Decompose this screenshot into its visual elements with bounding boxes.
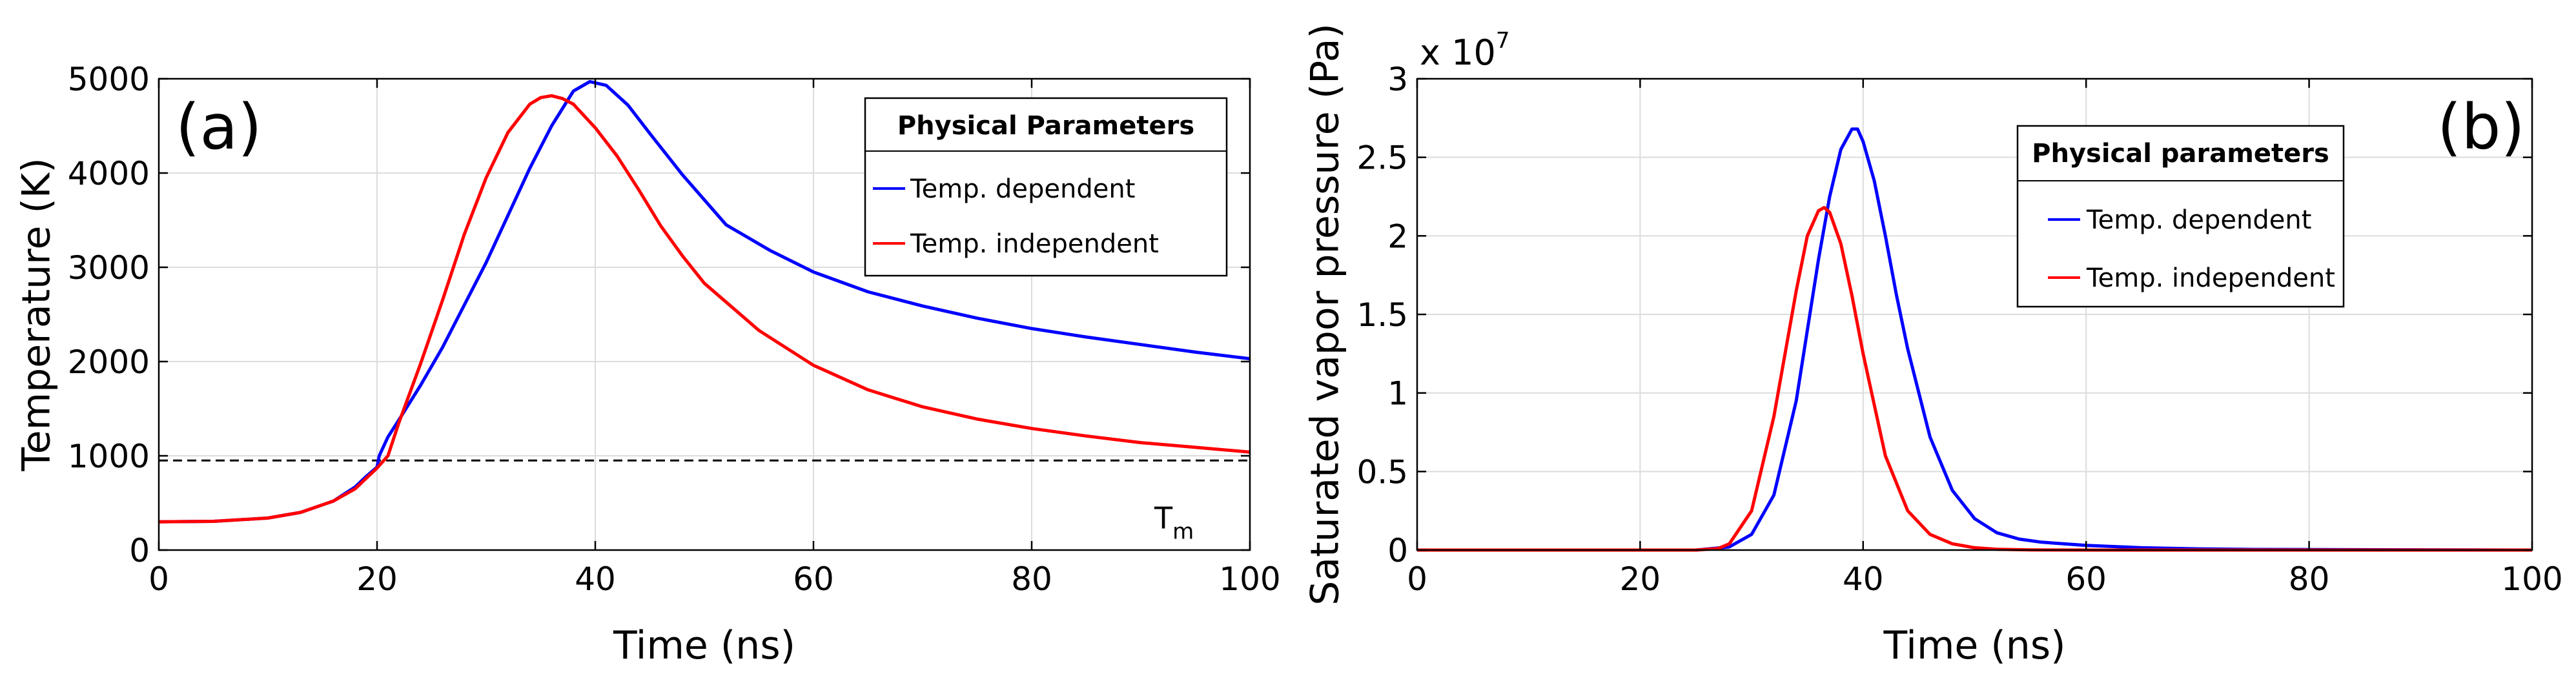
x-tick-label: 100	[1219, 560, 1280, 598]
chart-b-legend-title: Physical parameters	[2032, 139, 2329, 169]
series-line-temp-independent	[158, 94, 1251, 524]
x-tick-label: 0	[1407, 560, 1427, 598]
chart-a-legend-entry-temp-dependent: Temp. dependent	[910, 174, 1135, 204]
x-tick-label: 80	[2289, 560, 2330, 598]
y-tick-label: 2	[1387, 218, 1408, 255]
chart-a-x-axis-label: Time (ns)	[613, 623, 795, 668]
y-tick-label: 3	[1387, 61, 1408, 98]
y-tick-label: 1	[1387, 375, 1408, 413]
y-tick-label: 2.5	[1356, 139, 1408, 177]
x-tick-label: 40	[575, 560, 616, 598]
chart-a-legend-box	[864, 97, 1228, 277]
chart-b-y-axis-label: Saturated vapor pressure (Pa)	[1303, 23, 1348, 606]
x-tick-label: 60	[793, 560, 834, 598]
x-tick-label: 0	[148, 560, 169, 598]
chart-b-grid	[1417, 79, 2532, 550]
chart-a-legend-entry-temp-independent: Temp. independent	[910, 229, 1159, 259]
chart-b-legend-box	[2016, 125, 2345, 308]
chart-b-x-axis-label: Time (ns)	[1883, 623, 2065, 668]
series-line-temp-dependent	[1417, 127, 2533, 552]
chart-a-y-axis-label: Temperature (K)	[14, 158, 59, 471]
x-tick-label: 80	[1011, 560, 1052, 598]
chart-b-legend: Physical parameters Temp. dependent Temp…	[2016, 125, 2345, 308]
y-tick-label: 1000	[68, 438, 150, 475]
y-tick-label: 0	[129, 532, 150, 569]
y-tick-label: 4000	[68, 155, 150, 192]
y-tick-label: 1.5	[1356, 296, 1408, 334]
chart-b: 0 20 40 60 80 100 0 0.5 1 1.5 2 2.5 3 Time (ns) Satu…	[1303, 23, 2563, 668]
chart-a-legend-title: Physical Parameters	[897, 111, 1194, 141]
chart-b-series	[1417, 127, 2533, 552]
chart-b-ticks: 0 20 40 60 80 100 0 0.5 1 1.5 2 2.5 3	[1356, 61, 2562, 598]
chart-a-series	[158, 79, 1251, 524]
x-tick-label: 40	[1843, 560, 1884, 598]
y-tick-label: 3000	[68, 249, 150, 287]
x-tick-label: 20	[356, 560, 398, 598]
y-tick-label: 5000	[68, 61, 150, 98]
melting-temperature-label: Tm	[1154, 500, 1194, 544]
chart-a-plot-frame	[158, 77, 1251, 551]
chart-a-legend: Physical Parameters Temp. dependent Temp…	[864, 97, 1228, 277]
x-tick-label: 100	[2501, 560, 2562, 598]
y-tick-label: 2000	[68, 343, 150, 381]
chart-b-legend-entry-temp-independent: Temp. independent	[2086, 263, 2335, 293]
x-tick-label: 20	[1620, 560, 1661, 598]
chart-b-panel-label: (b)	[2437, 91, 2525, 163]
chart-a-panel-label: (a)	[176, 91, 262, 163]
y-tick-label: 0	[1387, 532, 1408, 569]
y-tick-label: 0.5	[1356, 453, 1408, 491]
chart-b-y-multiplier: x 107	[1420, 28, 1509, 73]
chart-b-legend-entry-temp-dependent: Temp. dependent	[2086, 205, 2311, 235]
x-tick-label: 60	[2065, 560, 2107, 598]
series-line-temp-independent	[1417, 206, 2532, 552]
